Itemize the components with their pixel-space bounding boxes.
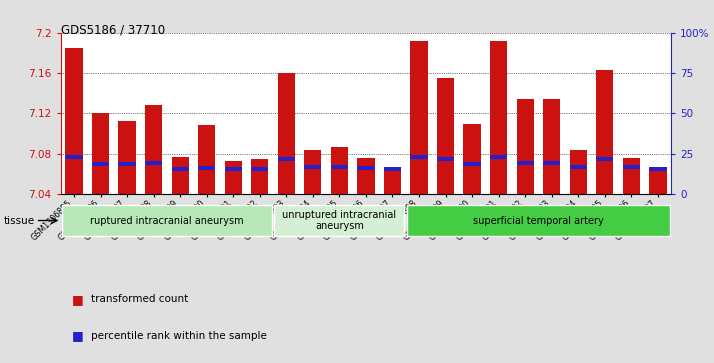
Bar	[623, 158, 640, 194]
FancyBboxPatch shape	[62, 205, 272, 236]
Bar	[119, 162, 136, 166]
Bar	[649, 169, 666, 194]
Bar	[66, 155, 83, 159]
Bar	[596, 157, 613, 161]
Bar	[145, 105, 162, 194]
Bar	[437, 78, 454, 194]
Bar	[490, 155, 507, 159]
Bar	[463, 123, 481, 194]
Bar	[357, 158, 375, 194]
Bar	[304, 150, 321, 194]
Bar	[278, 157, 295, 161]
Bar	[516, 99, 534, 194]
Bar	[596, 70, 613, 194]
Text: ■: ■	[71, 293, 83, 306]
Text: ruptured intracranial aneurysm: ruptured intracranial aneurysm	[90, 216, 243, 225]
Bar	[171, 167, 188, 171]
Bar	[304, 165, 321, 169]
Bar	[649, 167, 666, 171]
Bar	[278, 73, 295, 194]
Bar	[171, 157, 188, 194]
Bar	[490, 41, 507, 194]
Bar	[411, 41, 428, 194]
Text: GDS5186 / 37710: GDS5186 / 37710	[61, 24, 165, 37]
Text: percentile rank within the sample: percentile rank within the sample	[91, 331, 267, 341]
Bar	[198, 125, 216, 194]
FancyBboxPatch shape	[274, 205, 404, 236]
Bar	[437, 157, 454, 161]
Text: transformed count: transformed count	[91, 294, 188, 305]
Bar	[463, 162, 481, 166]
Bar	[331, 165, 348, 169]
Bar	[145, 161, 162, 165]
Bar	[543, 161, 560, 165]
Bar	[357, 166, 375, 170]
Bar	[384, 171, 401, 194]
Text: unruptured intracranial
aneurysm: unruptured intracranial aneurysm	[282, 210, 396, 231]
Bar	[251, 159, 268, 194]
Bar	[92, 113, 109, 194]
Bar	[66, 48, 83, 194]
Bar	[225, 161, 242, 194]
Bar	[411, 155, 428, 159]
Text: ■: ■	[71, 329, 83, 342]
Bar	[225, 167, 242, 171]
Bar	[198, 166, 216, 170]
Bar	[384, 167, 401, 171]
Bar	[119, 121, 136, 194]
Bar	[623, 165, 640, 169]
Bar	[543, 99, 560, 194]
Bar	[570, 165, 587, 169]
Bar	[251, 167, 268, 171]
Bar	[331, 147, 348, 194]
FancyBboxPatch shape	[407, 205, 670, 236]
Bar	[92, 162, 109, 166]
Text: superficial temporal artery: superficial temporal artery	[473, 216, 604, 225]
Text: tissue: tissue	[4, 216, 35, 225]
Bar	[570, 150, 587, 194]
Bar	[516, 161, 534, 165]
